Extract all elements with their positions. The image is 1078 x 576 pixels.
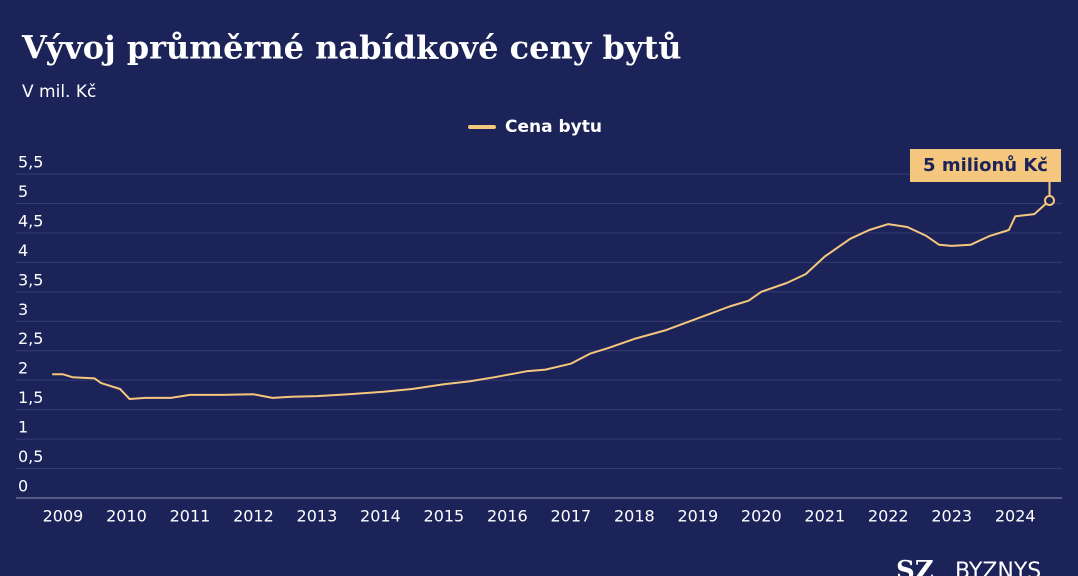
legend-label: Cena bytu <box>505 117 602 137</box>
chart-subtitle: V mil. Kč <box>22 82 96 102</box>
y-tick-label: 5 <box>18 182 28 201</box>
y-tick-label: 0,5 <box>18 447 43 466</box>
x-tick-label: 2024 <box>995 507 1036 526</box>
y-tick-label: 5,5 <box>18 153 43 172</box>
x-tick-label: 2013 <box>297 507 338 526</box>
annotation-label: 5 milionů Kč <box>923 154 1048 176</box>
y-tick-label: 4,5 <box>18 211 43 230</box>
x-tick-label: 2015 <box>424 507 465 526</box>
y-tick-label: 1,5 <box>18 388 43 407</box>
line <box>52 199 1051 400</box>
x-tick-label: 2017 <box>550 507 591 526</box>
y-tick-label: 1 <box>18 418 28 437</box>
annotation-box <box>910 149 1061 182</box>
x-tick-label: 2021 <box>804 507 845 526</box>
end-point <box>1043 195 1055 207</box>
x-tick-label: 2018 <box>614 507 655 526</box>
y-tick-label: 2,5 <box>18 329 43 348</box>
y-tick-label: 3,5 <box>18 270 43 289</box>
y-tick-label: 4 <box>18 241 28 260</box>
y-tick-label: 3 <box>18 300 28 319</box>
x-tick-label: 2012 <box>233 507 274 526</box>
brand-logo: SZ <box>896 556 934 576</box>
x-tick-label: 2009 <box>43 507 84 526</box>
x-tick-label: 2020 <box>741 507 782 526</box>
y-tick-label: 0 <box>18 477 28 496</box>
x-tick-label: 2022 <box>868 507 909 526</box>
x-tick-label: 2014 <box>360 507 401 526</box>
chart-title: Vývoj průměrné nabídkové ceny bytů <box>21 29 682 67</box>
x-tick-label: 2016 <box>487 507 528 526</box>
x-tick-label: 2023 <box>931 507 972 526</box>
y-tick-label: 2 <box>18 359 28 378</box>
brand-name: BYZNYS <box>955 559 1041 576</box>
x-tick-label: 2019 <box>677 507 718 526</box>
x-tick-label: 2011 <box>170 507 211 526</box>
x-tick-label: 2010 <box>106 507 147 526</box>
